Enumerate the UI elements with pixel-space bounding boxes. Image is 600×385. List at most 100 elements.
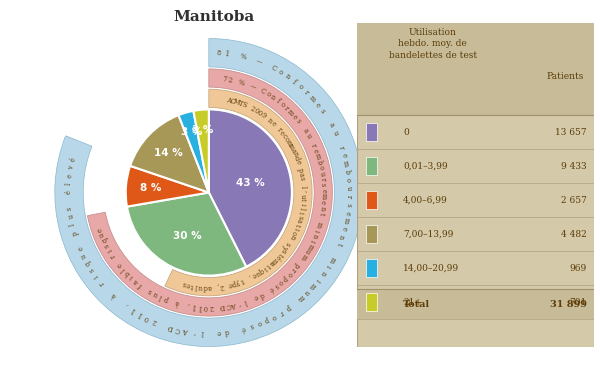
- Text: 7,00–13,99: 7,00–13,99: [403, 229, 454, 239]
- Text: r: r: [289, 266, 297, 274]
- Wedge shape: [165, 89, 312, 296]
- Text: r: r: [283, 104, 290, 112]
- Text: o: o: [277, 277, 284, 286]
- Text: 2: 2: [227, 76, 233, 84]
- Text: m: m: [299, 251, 309, 261]
- Text: a: a: [207, 283, 211, 291]
- Text: 1: 1: [129, 305, 137, 315]
- Text: i: i: [314, 276, 322, 283]
- Text: o: o: [296, 83, 305, 91]
- Text: a: a: [297, 172, 305, 177]
- Text: e: e: [340, 226, 348, 232]
- Text: 1: 1: [197, 303, 202, 311]
- Text: s: s: [88, 266, 97, 273]
- Text: l: l: [68, 223, 77, 227]
- Bar: [367, 293, 377, 311]
- Text: 4,00–6,99: 4,00–6,99: [403, 196, 448, 205]
- Text: é: é: [268, 284, 275, 293]
- Wedge shape: [127, 192, 246, 276]
- Text: 7: 7: [222, 75, 227, 84]
- Text: r: r: [303, 89, 311, 97]
- Text: e: e: [319, 189, 328, 192]
- Text: t: t: [240, 276, 245, 285]
- Text: t: t: [334, 242, 343, 247]
- Text: n: n: [319, 269, 328, 277]
- Text: Patients: Patients: [547, 72, 584, 80]
- Text: i: i: [128, 274, 136, 281]
- Text: 969: 969: [569, 264, 587, 273]
- Wedge shape: [126, 166, 209, 207]
- Text: é: é: [68, 157, 77, 162]
- Bar: [367, 124, 377, 141]
- Text: i: i: [297, 211, 305, 214]
- Wedge shape: [179, 111, 209, 192]
- Text: t: t: [190, 281, 194, 290]
- Text: q: q: [257, 266, 265, 275]
- Text: t: t: [299, 198, 307, 202]
- Text: s: s: [319, 108, 327, 115]
- Text: ,: ,: [123, 301, 130, 309]
- Bar: [367, 225, 377, 243]
- Text: e: e: [269, 119, 277, 128]
- Text: d: d: [257, 290, 265, 299]
- Text: n: n: [269, 93, 277, 102]
- Text: f: f: [274, 97, 281, 105]
- Text: 31 899: 31 899: [550, 300, 587, 308]
- Text: i: i: [313, 228, 321, 233]
- Text: o: o: [344, 177, 352, 182]
- Wedge shape: [88, 69, 332, 316]
- Text: n: n: [266, 116, 274, 125]
- Text: a: a: [327, 122, 336, 129]
- Text: l: l: [195, 282, 198, 290]
- Text: 1: 1: [224, 50, 229, 58]
- Text: e: e: [319, 200, 327, 204]
- Text: à: à: [174, 298, 180, 307]
- Text: a: a: [301, 127, 310, 134]
- Text: m: m: [341, 217, 350, 224]
- Text: r: r: [344, 195, 353, 198]
- Text: m: m: [305, 242, 315, 251]
- Wedge shape: [55, 38, 363, 346]
- Text: p: p: [284, 303, 292, 312]
- Text: e: e: [313, 101, 322, 109]
- Text: C: C: [269, 64, 278, 73]
- Text: t: t: [277, 250, 284, 258]
- Text: e: e: [253, 292, 259, 301]
- Text: l: l: [299, 186, 307, 189]
- Bar: [357, 289, 594, 319]
- Text: m: m: [296, 293, 306, 303]
- Text: s: s: [248, 321, 254, 330]
- Text: 13 657: 13 657: [555, 128, 587, 137]
- Text: l: l: [298, 207, 306, 210]
- Text: i: i: [292, 226, 300, 231]
- Text: l: l: [158, 292, 163, 300]
- Text: e: e: [217, 328, 221, 336]
- Text: b: b: [124, 269, 132, 278]
- Text: o: o: [271, 312, 278, 321]
- Text: l: l: [202, 328, 204, 336]
- Text: D: D: [167, 322, 174, 331]
- Text: m: m: [308, 281, 318, 291]
- Text: n: n: [318, 205, 326, 211]
- Text: 8 %: 8 %: [140, 183, 161, 193]
- Text: s: s: [284, 240, 292, 247]
- Text: 9 433: 9 433: [561, 162, 587, 171]
- Text: i: i: [93, 273, 101, 280]
- Text: 1: 1: [191, 302, 196, 310]
- Text: 43 %: 43 %: [236, 177, 265, 187]
- Text: y: y: [281, 243, 290, 251]
- Text: s: s: [319, 183, 327, 187]
- Text: e: e: [96, 226, 105, 233]
- Text: p: p: [163, 294, 169, 303]
- Text: 2: 2: [248, 104, 256, 114]
- Text: 0: 0: [143, 313, 151, 323]
- Text: r: r: [319, 177, 326, 181]
- Text: p: p: [70, 229, 79, 236]
- Text: u: u: [199, 282, 203, 291]
- Text: ’: ’: [193, 328, 196, 336]
- Bar: [367, 157, 377, 175]
- Text: n: n: [287, 233, 297, 240]
- Text: u: u: [331, 129, 340, 136]
- Text: ,: ,: [217, 282, 219, 290]
- Text: 4 482: 4 482: [561, 229, 587, 239]
